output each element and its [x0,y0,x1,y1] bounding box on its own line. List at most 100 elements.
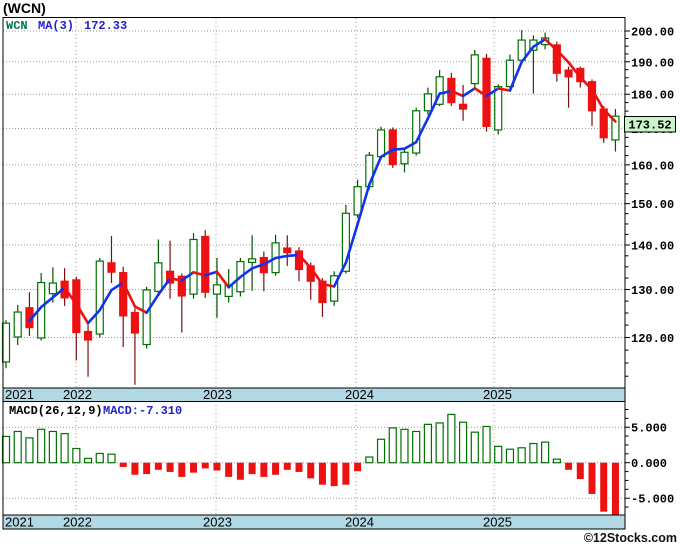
ma3-segment [567,61,582,79]
macd-axis-label-5.000: 5.000 [631,422,667,436]
ma3-segment [321,282,336,288]
ma3-segment [309,266,324,286]
candle-body [119,272,128,317]
candle-body [177,275,186,297]
macd-bar-neg [283,462,291,470]
ma3-segment [297,253,313,270]
ma3-segment [262,256,277,266]
ma3-segment [285,253,301,258]
candle-Jun-2022 [130,308,140,385]
price-axis-label-120.00: 120.00 [631,332,674,346]
macd-bar-neg [131,462,139,475]
price-axis-label-180.00: 180.00 [631,89,674,103]
macd-bar-neg [576,462,584,480]
macd-bar-pos [529,442,538,464]
candle-Jan-2024 [353,179,362,218]
candle-Aug-2021 [13,304,22,346]
macd-bar-neg [272,462,280,475]
page-title: (WCN) [3,0,46,16]
macd-bar-pos [83,457,93,464]
ma3-segment [485,87,500,98]
macd-bar-pos [48,430,57,464]
candle-body [611,115,620,141]
candle-Sep-2022 [165,240,175,299]
macd-bar-neg [178,462,186,477]
candle-body [201,235,210,293]
candle-Feb-2022 [83,324,93,377]
legend-symbol: WCN [6,19,28,33]
candle-Nov-2022 [189,233,198,299]
candle-body [224,284,233,298]
ma3-segment [414,117,430,144]
candle-body [95,260,104,335]
ma3-line [28,38,617,325]
candle-Aug-2024 [435,70,444,106]
macd-bar-pos [1,435,11,464]
macd-bar-neg [295,462,303,472]
ma3-segment [51,286,66,299]
candle-body [458,103,468,110]
macd-bar-neg [330,462,338,487]
ma3-segment [532,38,547,49]
macd-bar-pos [482,425,491,464]
candle-May-2022 [119,266,128,348]
macd-bar-neg [154,462,162,470]
candle-Nov-2025 [611,109,620,152]
candle-body [435,76,444,105]
axis-ticks [625,30,630,508]
ma3-segment [438,89,453,95]
ma3-segment [520,45,535,64]
macd-bar-neg [611,462,619,515]
ma3-segment [379,148,395,159]
ma3-segment [590,88,606,111]
year-label-2025: 2025 [483,515,512,530]
ma3-segment [602,108,617,123]
legend-ma-value: 172.33 [84,19,127,33]
candle-body [494,85,503,131]
macd-bar-neg [318,462,326,485]
macd-bar-neg [166,462,174,472]
ma3-segment [28,305,43,323]
year-label-2021: 2021 [5,515,34,530]
candle-body [388,129,397,166]
candle-Apr-2022 [107,236,116,284]
ma3-segment [133,305,148,314]
macd-bar-pos [376,438,386,464]
candle-body [552,44,561,74]
macd-bar-neg [307,462,315,479]
macd-bar-neg [342,462,350,485]
candle-body [189,238,198,295]
macd-bar-pos [365,456,374,464]
candle-Jan-2025 [494,84,503,135]
macd-bar-pos [72,447,81,464]
ma3-segment [344,222,359,264]
macd-bar-neg [354,462,362,472]
candle-Jun-2024 [412,107,421,156]
ma3-segment [98,288,113,312]
macd-bar-neg [588,462,596,494]
candle-Mar-2022 [95,258,104,338]
ma3-segment [145,293,160,314]
year-label-2023: 2023 [203,387,232,402]
macd-bar-pos [494,445,503,464]
year-label-2024: 2024 [345,387,374,402]
ma3-segment [543,38,559,52]
ma3-segment [121,281,137,308]
macd-axis-label-0.000: 0.000 [631,457,667,471]
price-axis-label-190.00: 190.00 [631,56,674,70]
macd-bar-neg [225,462,233,477]
macd-histogram[interactable] [1,413,619,515]
candle-Feb-2025 [505,54,515,91]
candle-Dec-2022 [201,230,210,298]
ma3-segment [215,270,230,289]
ma3-segment [110,281,125,292]
macd-bar-neg [143,462,151,475]
macd-bar-pos [412,430,421,464]
candle-body [423,93,433,112]
candle-body [412,110,421,154]
macd-axis-label--5.000: -5.000 [631,493,674,507]
ma3-segment [168,277,184,282]
macd-bar-pos [400,428,409,464]
candle-body [470,54,479,85]
